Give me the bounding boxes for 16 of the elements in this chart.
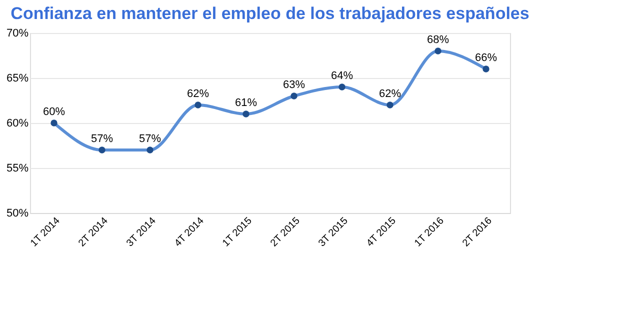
y-tick-label: 60% [6, 118, 29, 130]
data-label: 62% [186, 88, 210, 100]
data-label: 68% [426, 34, 450, 46]
y-tick-label: 70% [6, 28, 29, 40]
data-label: 62% [378, 88, 402, 100]
y-tick-label: 55% [6, 162, 29, 174]
data-label: 64% [330, 70, 354, 82]
data-label: 60% [42, 106, 66, 118]
y-tick-label: 65% [6, 72, 29, 84]
data-label: 57% [138, 133, 162, 145]
y-tick-label: 50% [6, 208, 29, 220]
data-label: 63% [282, 79, 306, 91]
data-label: 66% [474, 52, 498, 64]
data-label: 57% [90, 133, 114, 145]
chart-title: Confianza en mantener el empleo de los trabajadores españoles [10, 4, 530, 23]
data-label: 61% [234, 97, 258, 109]
